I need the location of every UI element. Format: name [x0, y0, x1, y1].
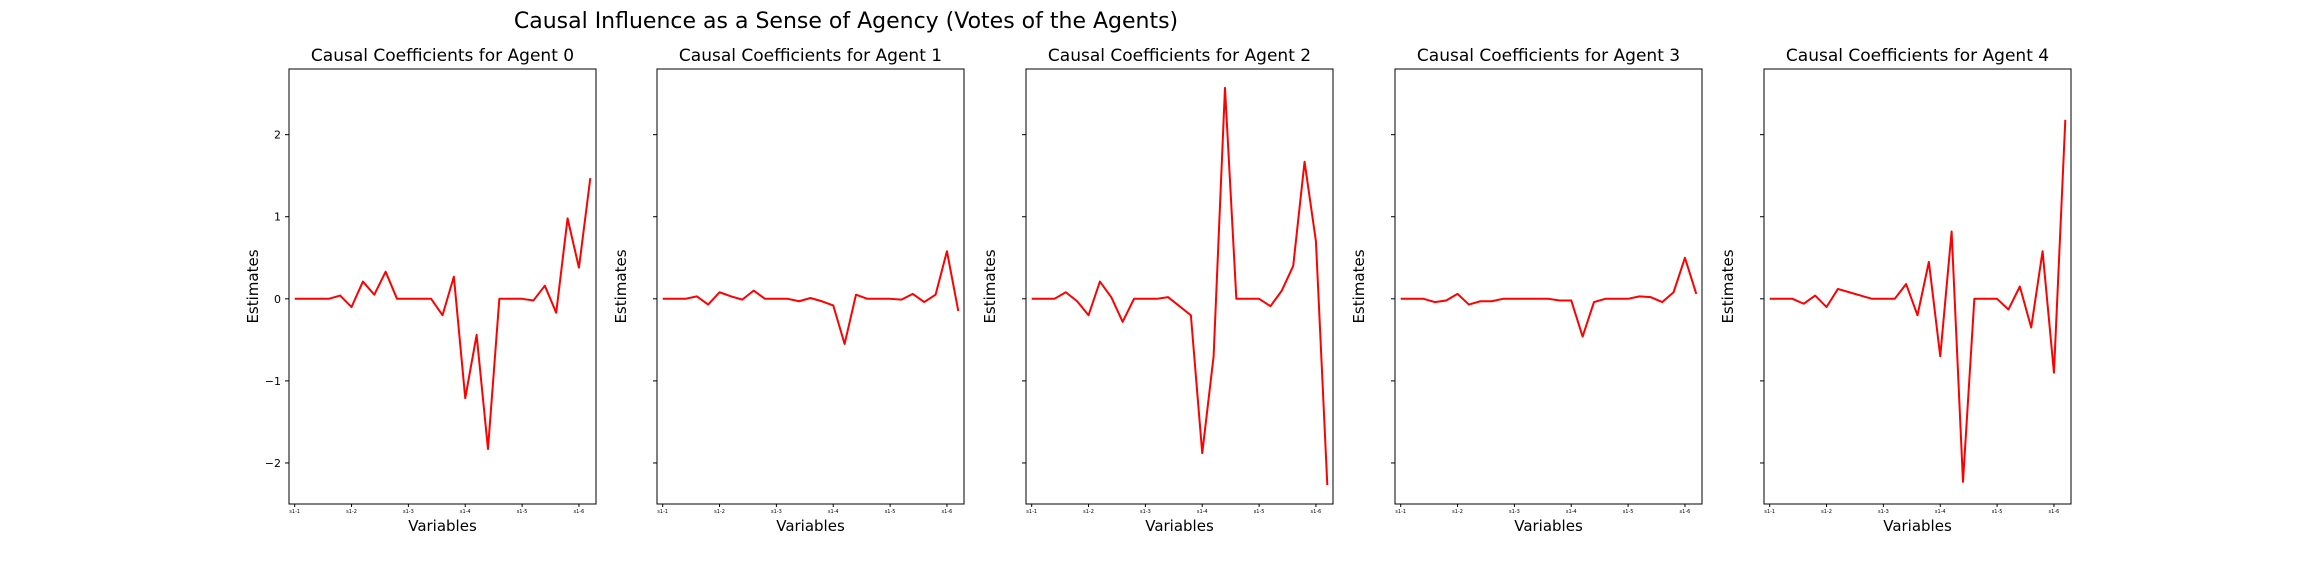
axes-frame: [1394, 68, 1703, 505]
y-tick-label: −1: [265, 375, 281, 388]
x-tick-label: s1-5: [517, 509, 528, 515]
series-line-agent-2: [1031, 86, 1329, 486]
x-tick-label: s1-3: [1140, 509, 1151, 515]
x-tick-label: s1-5: [885, 509, 896, 515]
subplot-title: Causal Coefficients for Agent 0: [311, 46, 574, 66]
x-tick-label: s1-1: [1764, 509, 1775, 515]
x-axis-label: Variables: [1883, 517, 1952, 535]
x-tick-label: s1-4: [460, 509, 471, 515]
y-tick-label: 0: [274, 293, 281, 306]
y-tick-label: −2: [265, 457, 281, 470]
series-line-agent-3: [1400, 256, 1698, 338]
x-tick-label: s1-6: [574, 509, 585, 515]
x-tick-label: s1-3: [1509, 509, 1520, 515]
x-tick-label: s1-4: [1935, 509, 1946, 515]
subplot-title: Causal Coefficients for Agent 4: [1786, 46, 2049, 66]
subplot-agent-3: Causal Coefficients for Agent 3 s1-1 s1-2 s…: [1350, 46, 1703, 535]
x-axis-label: Variables: [1145, 517, 1214, 535]
subplot-agent-1: Causal Coefficients for Agent 1 s1-1 s1-2 s…: [612, 46, 965, 535]
x-tick-label: s1-2: [1083, 509, 1094, 515]
series-line-agent-4: [1769, 119, 2067, 483]
x-axis-label: Variables: [1514, 517, 1583, 535]
x-tick-label: s1-6: [2049, 509, 2060, 515]
x-tick-label: s1-1: [1395, 509, 1406, 515]
subplot-title: Causal Coefficients for Agent 2: [1048, 46, 1311, 66]
x-tick-label: s1-2: [1821, 509, 1832, 515]
subplot-title: Causal Coefficients for Agent 1: [679, 46, 942, 66]
series-line-agent-0: [294, 178, 592, 451]
axes-frame: [1025, 68, 1334, 505]
y-tick-label: 2: [274, 129, 281, 142]
y-axis-label: Estimates: [1350, 249, 1368, 323]
x-tick-label: s1-3: [403, 509, 414, 515]
x-tick-label: s1-6: [1311, 509, 1322, 515]
x-tick-label: s1-6: [1680, 509, 1691, 515]
x-tick-label: s1-2: [714, 509, 725, 515]
x-tick-label: s1-3: [771, 509, 782, 515]
x-tick-label: s1-1: [657, 509, 668, 515]
axes-frame: [1763, 68, 2072, 505]
x-tick-label: s1-2: [346, 509, 357, 515]
subplots: Causal Coefficients for Agent 0 −2 −1 0 1 2 s1…: [244, 46, 2072, 535]
x-tick-label: s1-4: [1566, 509, 1577, 515]
y-axis-label: Estimates: [981, 249, 999, 323]
subplot-agent-0: Causal Coefficients for Agent 0 −2 −1 0 1 2 s1…: [244, 46, 597, 535]
y-axis-label: Estimates: [244, 249, 262, 323]
x-tick-label: s1-3: [1878, 509, 1889, 515]
x-tick-label: s1-4: [828, 509, 839, 515]
x-tick-label: s1-1: [289, 509, 300, 515]
axes-frame: [656, 68, 965, 505]
subplot-title: Causal Coefficients for Agent 3: [1417, 46, 1680, 66]
x-axis-label: Variables: [776, 517, 845, 535]
x-tick-label: s1-5: [1254, 509, 1265, 515]
y-axis-label: Estimates: [612, 249, 630, 323]
x-tick-label: s1-2: [1452, 509, 1463, 515]
subplot-agent-2: Causal Coefficients for Agent 2 s1-1 s1-2 s…: [981, 46, 1334, 535]
subplot-agent-4: Causal Coefficients for Agent 4 s1-1 s1-2 s…: [1719, 46, 2072, 535]
x-tick-label: s1-4: [1197, 509, 1208, 515]
x-axis-label: Variables: [408, 517, 477, 535]
y-tick-label: 1: [274, 211, 281, 224]
figure-title: Causal Influence as a Sense of Agency (V…: [514, 9, 1178, 34]
x-tick-label: s1-5: [1992, 509, 2003, 515]
x-tick-label: s1-5: [1623, 509, 1634, 515]
x-tick-label: s1-6: [942, 509, 953, 515]
series-line-agent-1: [662, 250, 960, 345]
axes-frame: [288, 68, 597, 505]
x-tick-label: s1-1: [1026, 509, 1037, 515]
y-axis-label: Estimates: [1719, 249, 1737, 323]
